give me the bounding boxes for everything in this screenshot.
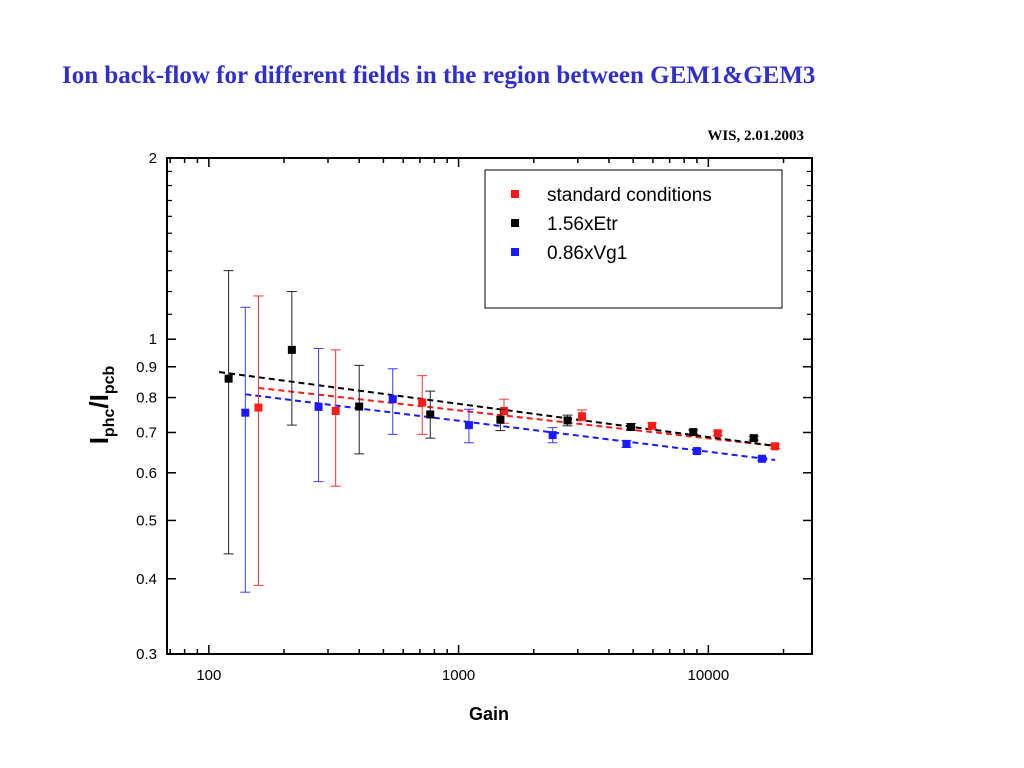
- legend-marker-086xvg1: [511, 248, 519, 256]
- data-point: [578, 412, 587, 421]
- y-axis-label-main: I: [84, 437, 114, 444]
- data-point: [241, 408, 250, 417]
- y-axis-ticks: 2 1 0.9 0.8 0.7 0.6 0.5 0.4 0.3: [136, 150, 812, 663]
- legend: standard conditions 1.56xEtr 0.86xVg1: [484, 169, 783, 309]
- date-stamp: WIS, 2.01.2003: [707, 128, 804, 144]
- data-point: [622, 439, 631, 448]
- data-point: [692, 447, 701, 456]
- legend-marker-156xetr: [511, 219, 519, 227]
- data-point: [548, 431, 557, 440]
- fit-line-0: [258, 386, 776, 447]
- y-axis-label: Iphc/Ipcb: [84, 365, 118, 444]
- data-point: [287, 345, 296, 354]
- slide-title: Ion back-flow for different fields in th…: [62, 62, 816, 89]
- legend-label-086xvg1: 0.86xVg1: [547, 243, 627, 264]
- data-point: [464, 421, 473, 430]
- data-point: [563, 416, 572, 425]
- legend-box: [484, 169, 783, 309]
- data-point: [626, 422, 635, 431]
- data-point: [648, 421, 657, 430]
- x-tick-label: 10000: [687, 667, 729, 684]
- y-tick-label: 0.5: [136, 512, 157, 529]
- data-point: [331, 406, 340, 415]
- data-point: [388, 395, 397, 404]
- data-point: [496, 415, 505, 424]
- x-tick-label: 100: [196, 667, 221, 684]
- fit-line-2: [245, 393, 776, 462]
- y-tick-label: 0.6: [136, 465, 157, 482]
- y-axis-label-sub1: phc: [101, 409, 118, 438]
- data-point: [314, 402, 323, 411]
- y-tick-label: 1: [149, 331, 157, 348]
- y-tick-label: 0.7: [136, 424, 157, 441]
- data-point: [713, 429, 722, 438]
- data-point: [355, 402, 364, 411]
- y-tick-label: 0.8: [136, 390, 157, 407]
- data-point: [500, 406, 509, 415]
- data-point: [426, 410, 435, 419]
- y-axis-label-sub2: pcb: [101, 365, 118, 394]
- x-axis-label: Gain: [469, 704, 509, 724]
- data-point: [418, 398, 427, 407]
- y-tick-label: 0.3: [136, 646, 157, 663]
- x-axis-ticks: 100 1000 10000: [169, 158, 785, 684]
- data-points: [223, 270, 781, 593]
- data-point: [254, 403, 263, 412]
- plot-frame: [166, 157, 813, 655]
- data-point: [749, 434, 758, 443]
- data-point: [758, 454, 767, 463]
- legend-label-156xetr: 1.56xEtr: [547, 214, 618, 235]
- data-point: [689, 428, 698, 437]
- y-tick-label: 2: [149, 150, 157, 167]
- y-tick-label: 0.9: [136, 359, 157, 376]
- legend-marker-standard: [511, 190, 519, 198]
- y-tick-label: 0.4: [136, 571, 157, 588]
- data-point: [224, 374, 233, 383]
- data-point: [771, 442, 780, 451]
- y-axis-label-slash: /I: [84, 394, 114, 408]
- x-tick-label: 1000: [442, 667, 475, 684]
- legend-label-standard: standard conditions: [547, 185, 712, 206]
